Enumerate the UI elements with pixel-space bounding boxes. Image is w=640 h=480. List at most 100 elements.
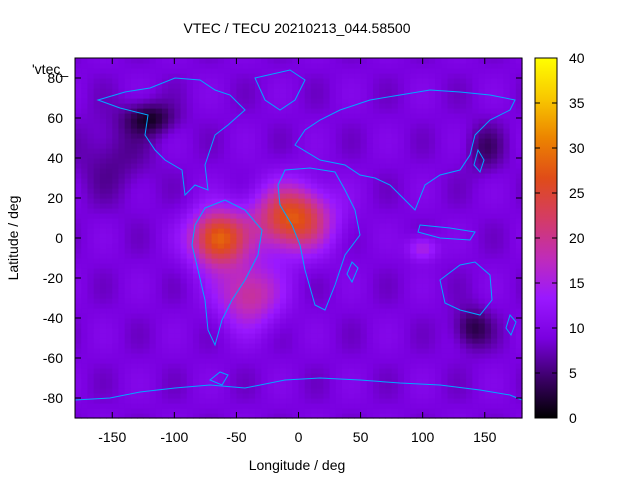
heatmap-cell bbox=[81, 393, 89, 399]
heatmap-cell bbox=[416, 203, 424, 209]
heatmap-cell bbox=[224, 393, 231, 399]
heatmap-cell bbox=[99, 178, 107, 184]
heatmap-cell bbox=[478, 293, 486, 299]
heatmap-cell bbox=[180, 153, 188, 159]
heatmap-cell bbox=[118, 123, 126, 129]
heatmap-cell bbox=[180, 408, 188, 414]
heatmap-cell bbox=[279, 373, 287, 379]
heatmap-cell bbox=[335, 413, 343, 419]
heatmap-cell bbox=[149, 383, 157, 389]
heatmap-cell bbox=[335, 128, 343, 134]
heatmap-cell bbox=[341, 308, 349, 314]
heatmap-cell bbox=[267, 233, 275, 239]
heatmap-cell bbox=[354, 93, 362, 99]
heatmap-cell bbox=[75, 328, 82, 334]
heatmap-cell bbox=[168, 68, 175, 74]
heatmap-cell bbox=[385, 118, 393, 124]
heatmap-cell bbox=[503, 208, 511, 214]
heatmap-cell bbox=[93, 108, 101, 114]
heatmap-cell bbox=[428, 88, 436, 94]
heatmap-cell bbox=[267, 193, 275, 199]
heatmap-cell bbox=[490, 73, 498, 79]
heatmap-cell bbox=[93, 348, 101, 354]
heatmap-cell bbox=[273, 113, 281, 119]
heatmap-cell bbox=[137, 68, 144, 74]
heatmap-cell bbox=[174, 293, 182, 299]
heatmap-cell bbox=[416, 153, 424, 159]
heatmap-cell bbox=[441, 133, 449, 139]
heatmap-cell bbox=[242, 303, 250, 309]
heatmap-cell bbox=[273, 328, 281, 334]
heatmap-cell bbox=[360, 328, 368, 334]
heatmap-cell bbox=[286, 118, 293, 124]
heatmap-cell bbox=[106, 208, 113, 214]
heatmap-cell bbox=[509, 73, 517, 79]
heatmap-cell bbox=[310, 73, 318, 79]
heatmap-cell bbox=[255, 313, 262, 319]
heatmap-cell bbox=[466, 193, 473, 199]
heatmap-cell bbox=[273, 318, 281, 324]
heatmap-cell bbox=[478, 128, 486, 134]
heatmap-cell bbox=[93, 198, 101, 204]
heatmap-cell bbox=[503, 253, 511, 259]
heatmap-cell bbox=[118, 203, 126, 209]
heatmap-cell bbox=[422, 348, 430, 354]
heatmap-cell bbox=[106, 393, 113, 399]
heatmap-cell bbox=[360, 98, 368, 104]
heatmap-cell bbox=[230, 378, 238, 384]
heatmap-cell bbox=[205, 408, 213, 414]
heatmap-cell bbox=[503, 118, 511, 124]
heatmap-cell bbox=[112, 238, 120, 244]
heatmap-cell bbox=[149, 148, 157, 154]
heatmap-cell bbox=[329, 353, 337, 359]
heatmap-cell bbox=[410, 213, 418, 219]
heatmap-cell bbox=[248, 358, 256, 364]
heatmap-cell bbox=[137, 388, 144, 394]
heatmap-cell bbox=[143, 203, 151, 209]
heatmap-cell bbox=[404, 288, 411, 294]
heatmap-cell bbox=[292, 293, 300, 299]
heatmap-cell bbox=[273, 133, 281, 139]
heatmap-cell bbox=[466, 393, 473, 399]
heatmap-cell bbox=[137, 413, 144, 419]
heatmap-cell bbox=[93, 368, 101, 374]
heatmap-cell bbox=[466, 223, 473, 229]
heatmap-cell bbox=[106, 128, 113, 134]
heatmap-cell bbox=[161, 398, 169, 404]
heatmap-cell bbox=[466, 283, 473, 289]
heatmap-cell bbox=[118, 308, 126, 314]
heatmap-cell bbox=[81, 263, 89, 269]
heatmap-cell bbox=[267, 168, 275, 174]
heatmap-cell bbox=[236, 343, 244, 349]
heatmap-cell bbox=[335, 363, 343, 369]
heatmap-cell bbox=[490, 358, 498, 364]
heatmap-cell bbox=[118, 143, 126, 149]
heatmap-cell bbox=[168, 73, 175, 79]
heatmap-cell bbox=[267, 228, 275, 234]
heatmap-cell bbox=[137, 368, 144, 374]
heatmap-cell bbox=[490, 203, 498, 209]
heatmap-cell bbox=[192, 358, 200, 364]
heatmap-cell bbox=[441, 218, 449, 224]
heatmap-cell bbox=[360, 253, 368, 259]
heatmap-cell bbox=[453, 298, 461, 304]
heatmap-cell bbox=[397, 213, 405, 219]
heatmap-cell bbox=[366, 413, 374, 419]
heatmap-cell bbox=[335, 238, 343, 244]
heatmap-cell bbox=[112, 338, 120, 344]
heatmap-cell bbox=[130, 373, 138, 379]
heatmap-cell bbox=[379, 203, 387, 209]
heatmap-cell bbox=[441, 108, 449, 114]
heatmap-cell bbox=[217, 78, 225, 84]
heatmap-cell bbox=[397, 353, 405, 359]
heatmap-cell bbox=[453, 268, 461, 274]
heatmap-cell bbox=[410, 168, 418, 174]
heatmap-cell bbox=[304, 238, 312, 244]
heatmap-cell bbox=[329, 378, 337, 384]
heatmap-cell bbox=[143, 258, 151, 264]
heatmap-cell bbox=[248, 128, 256, 134]
heatmap-cell bbox=[348, 183, 355, 189]
heatmap-cell bbox=[143, 68, 151, 74]
heatmap-cell bbox=[124, 143, 132, 149]
heatmap-cell bbox=[261, 108, 269, 114]
